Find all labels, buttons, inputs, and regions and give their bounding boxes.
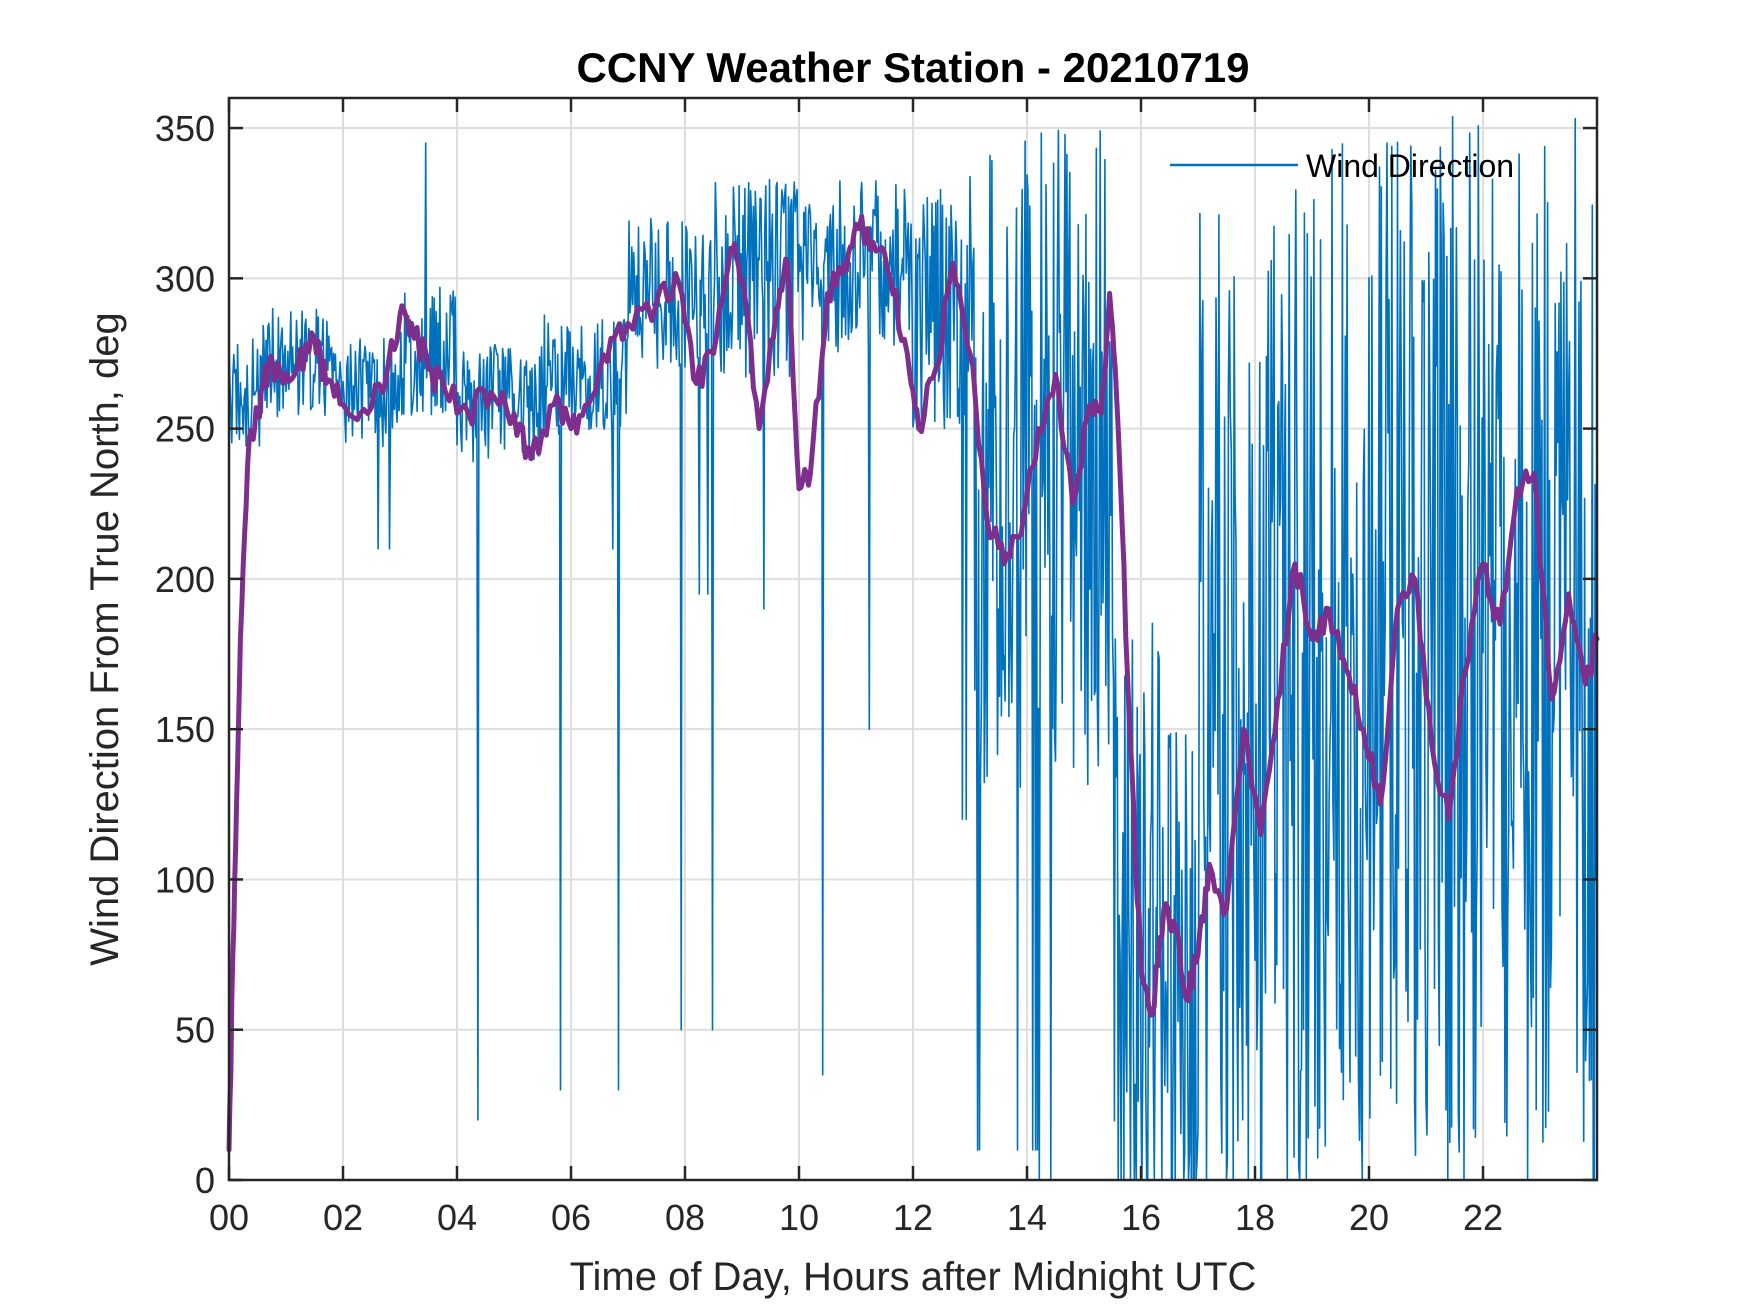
y-tick-label: 250 [155,409,215,450]
y-tick-label: 100 [155,859,215,900]
y-tick-label: 150 [155,709,215,750]
y-tick-labels: 0 50 100 150 200 250 300 350 [155,108,215,1201]
y-tick-label: 0 [195,1160,215,1201]
series-smoothed [226,213,1600,1153]
axis-ticks [227,98,1597,1182]
x-tick-label: 00 [209,1197,249,1238]
x-tick-label: 14 [1007,1197,1047,1238]
x-tick-label: 16 [1121,1197,1161,1238]
legend: Wind Direction [1170,148,1514,184]
x-tick-label: 04 [437,1197,477,1238]
legend-label-wind-direction: Wind Direction [1306,148,1514,184]
line-wind-direction [228,115,1597,1181]
y-tick-label: 300 [155,258,215,299]
x-tick-label: 22 [1463,1197,1503,1238]
x-tick-labels: 00 02 04 06 08 10 12 14 16 18 20 22 [209,1197,1503,1238]
x-tick-label: 06 [551,1197,591,1238]
line-smoothed [226,213,1600,1153]
x-tick-label: 18 [1235,1197,1275,1238]
y-tick-label: 50 [175,1010,215,1051]
x-tick-label: 20 [1349,1197,1389,1238]
x-tick-label: 10 [779,1197,819,1238]
x-tick-label: 08 [665,1197,705,1238]
x-tick-label: 12 [893,1197,933,1238]
x-axis-label: Time of Day, Hours after Midnight UTC [570,1255,1257,1299]
x-tick-label: 02 [323,1197,363,1238]
y-tick-label: 200 [155,559,215,600]
series-wind-direction [228,115,1597,1181]
y-tick-label: 350 [155,108,215,149]
chart-title: CCNY Weather Station - 20210719 [576,44,1249,91]
y-axis-label: Wind Direction From True North, deg [83,312,127,966]
